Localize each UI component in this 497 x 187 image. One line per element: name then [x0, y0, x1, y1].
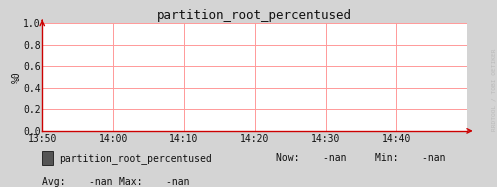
- Text: Avg:    -nan: Avg: -nan: [42, 177, 113, 187]
- Y-axis label: %0: %0: [12, 71, 22, 83]
- Text: Min:    -nan: Min: -nan: [375, 154, 446, 163]
- Text: partition_root_percentused: partition_root_percentused: [59, 153, 212, 164]
- Text: RRDTOOL / TOBI OETIKER: RRDTOOL / TOBI OETIKER: [491, 48, 496, 131]
- Text: Now:    -nan: Now: -nan: [276, 154, 346, 163]
- Title: partition_root_percentused: partition_root_percentused: [157, 9, 352, 22]
- Text: Max:    -nan: Max: -nan: [119, 177, 190, 187]
